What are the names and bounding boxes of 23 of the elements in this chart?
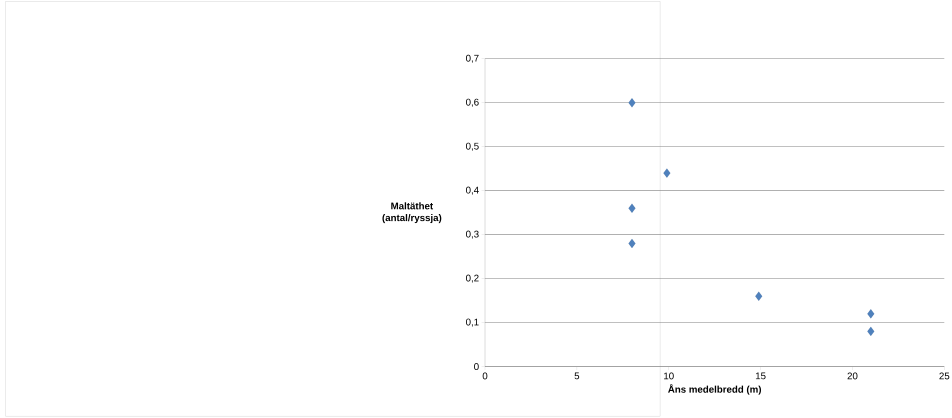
x-tick-label: 0 xyxy=(482,372,488,380)
x-tick-label: 10 xyxy=(664,372,674,380)
y-axis-title: Maltäthet (antal/ryssja) xyxy=(382,202,442,224)
y-tick-label: 0,4 xyxy=(466,186,479,195)
y-tick-label: 0,5 xyxy=(466,142,479,151)
x-tick-label: 20 xyxy=(848,372,858,380)
point xyxy=(867,326,874,336)
point xyxy=(628,239,636,248)
y-tick-label: 0,3 xyxy=(466,230,479,239)
point xyxy=(867,309,874,319)
y-tick-label: 0,2 xyxy=(466,274,479,283)
x-tick-label: 15 xyxy=(756,372,766,380)
y-tick-label: 0,6 xyxy=(466,98,479,107)
y-tick-label: 0 xyxy=(474,363,479,370)
point xyxy=(663,168,670,178)
x-tick-label: 5 xyxy=(574,372,580,380)
y-tick-label: 0,1 xyxy=(466,318,479,327)
point xyxy=(628,98,636,108)
point xyxy=(628,204,636,214)
x-tick-label: 25 xyxy=(939,372,950,380)
y-tick-label: 0,7 xyxy=(466,54,479,63)
x-axis-title: Åns medelbredd (m) xyxy=(668,384,762,395)
point xyxy=(755,292,762,302)
